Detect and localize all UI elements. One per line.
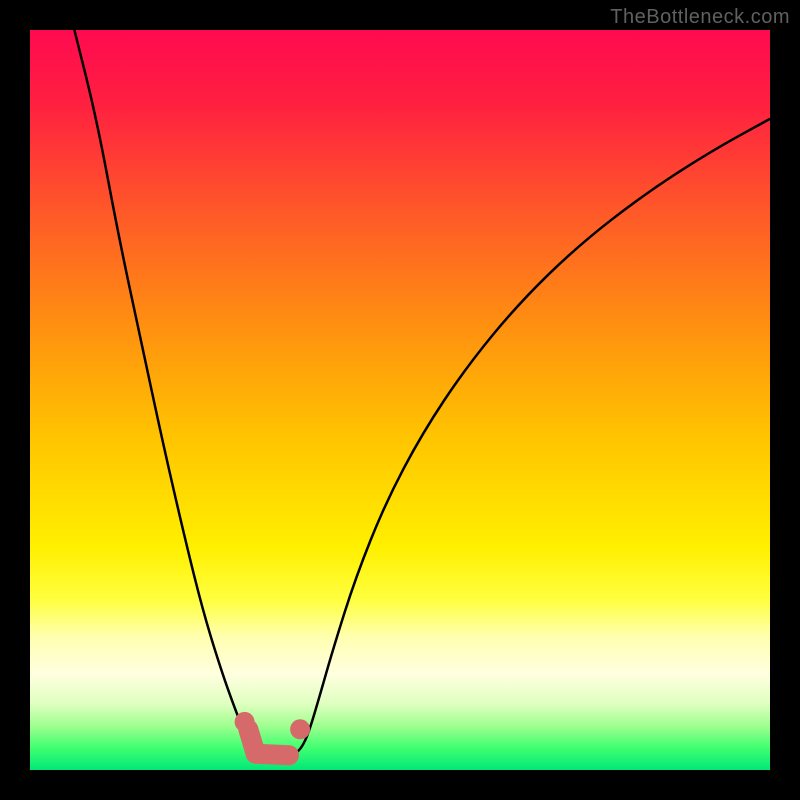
source-watermark: TheBottleneck.com (610, 6, 790, 29)
optimal-marker (30, 30, 770, 770)
plot-area (30, 30, 770, 770)
